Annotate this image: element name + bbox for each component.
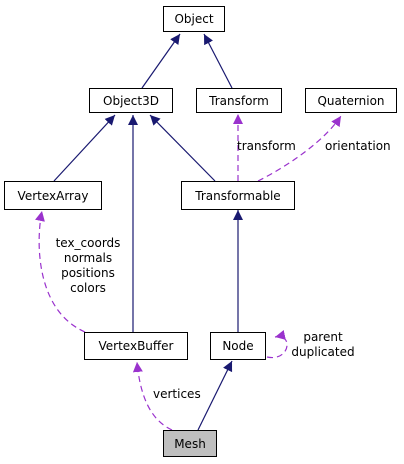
edge-transformable-to-object3d	[149, 114, 216, 182]
edge-label-orientation: orientation	[325, 139, 391, 153]
member-label: colors	[70, 281, 106, 295]
member-label: normals	[63, 251, 113, 265]
member-label: duplicated	[291, 345, 355, 359]
member-label: tex_coords	[55, 236, 121, 250]
member-label: parent	[303, 330, 343, 344]
edge-label-node-members: parent duplicated	[290, 330, 356, 360]
class-mesh[interactable]: Mesh	[163, 430, 217, 457]
class-transform[interactable]: Transform	[196, 88, 282, 113]
class-vertexarray[interactable]: VertexArray	[4, 181, 102, 210]
class-object3d[interactable]: Object3D	[89, 88, 173, 113]
edge-object3d-to-object	[141, 33, 181, 89]
edge-transformable-uses-quaternion	[257, 115, 342, 182]
class-transformable[interactable]: Transformable	[181, 181, 295, 210]
class-vertexbuffer[interactable]: VertexBuffer	[84, 332, 188, 360]
class-quaternion[interactable]: Quaternion	[305, 88, 397, 113]
edge-label-vertices: vertices	[153, 387, 201, 401]
class-node[interactable]: Node	[210, 332, 266, 360]
class-object[interactable]: Object	[163, 6, 225, 32]
edge-transform-to-object	[203, 33, 233, 89]
edge-vertexarray-to-object3d	[53, 114, 116, 182]
edge-vertexbuffer-uses-vertexarray	[35, 210, 86, 333]
edge-label-transform: transform	[237, 139, 296, 153]
edge-mesh-uses-vertexbuffer	[132, 361, 173, 431]
member-label: positions	[61, 266, 115, 280]
edge-node-uses-node	[266, 330, 288, 359]
edge-mesh-to-node	[197, 360, 233, 431]
edge-label-vertexarray-members: tex_coords normals positions colors	[45, 236, 131, 296]
